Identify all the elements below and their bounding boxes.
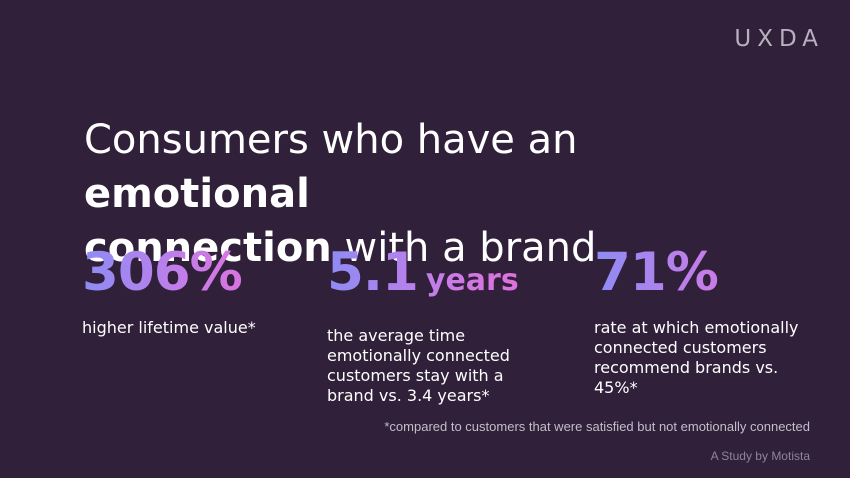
uxda-logo: UXDA [734, 26, 824, 52]
stat-description: rate at which emotionally connected cust… [594, 318, 799, 397]
stat-value: 5.1 years [327, 246, 537, 308]
stat-description: higher lifetime value* [82, 318, 256, 337]
headline-bold-emotional: emotional [84, 171, 310, 217]
headline-text-1: Consumers who have an [84, 117, 578, 163]
stat-recommend-rate: 71% rate at which emotionally connected … [594, 246, 804, 398]
headline-text-2: with a brand [344, 225, 597, 271]
stat-number: 71% [594, 242, 718, 303]
stat-value: 71% [594, 246, 804, 300]
headline-bold-connection: connection [84, 225, 332, 271]
stat-value: 306% [82, 246, 282, 300]
footnote: *compared to customers that were satisfi… [384, 419, 810, 434]
headline: Consumers who have an emotional connectio… [84, 113, 804, 275]
study-credit: A Study by Motista [710, 449, 810, 463]
stat-number: 5.1 [327, 242, 418, 303]
stat-lifetime-value: 306% higher lifetime value* [82, 246, 282, 338]
stat-number: 306% [82, 242, 242, 303]
stat-unit: years [425, 263, 519, 298]
stat-average-time: 5.1 years the average time emotionally co… [327, 246, 537, 406]
stat-description: the average time emotionally connected c… [327, 326, 510, 405]
